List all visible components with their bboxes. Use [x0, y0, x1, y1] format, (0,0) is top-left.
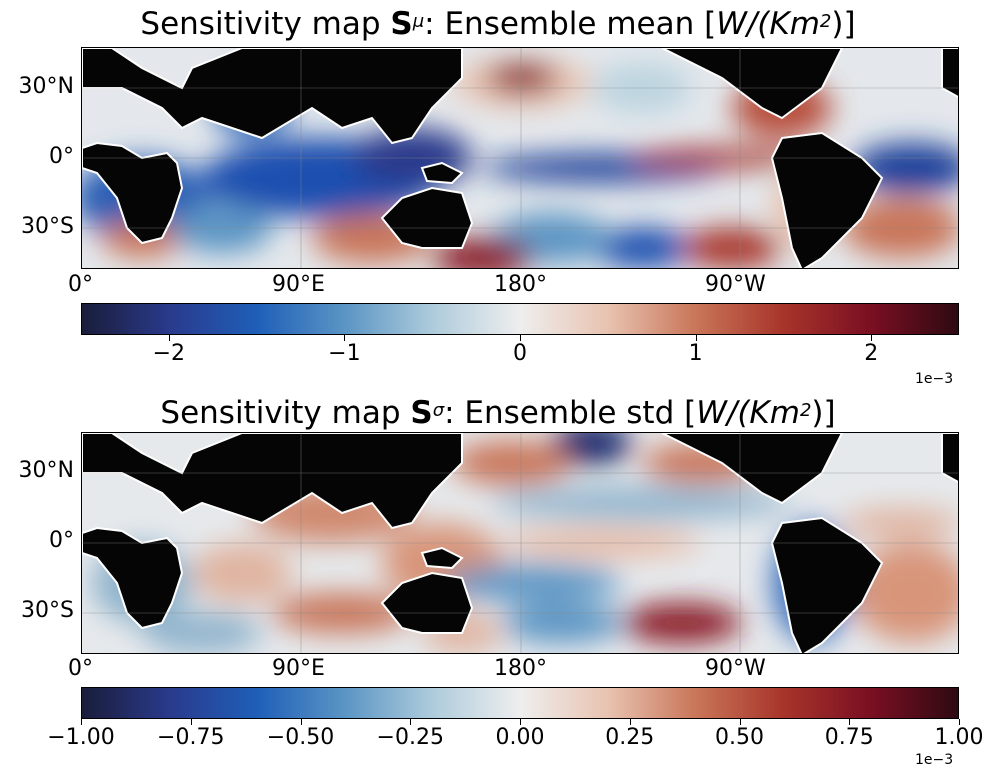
panel1-colorbar-tick-label: −1 [328, 341, 361, 366]
panel1-colorbar-tick-mark [695, 335, 697, 341]
panel2-colorbar-tick-mark [739, 719, 741, 725]
panel2-colorbar-tick-mark [300, 719, 302, 725]
panel2-lon-label-90w: 90°W [705, 656, 766, 681]
panel1-lon-label-0: 0° [68, 272, 93, 297]
panel2-colorbar-tick-label: −0.25 [376, 725, 444, 750]
panel2-colorbar-tick-mark [410, 719, 412, 725]
panel2-colorbar-tick-label: −0.50 [266, 725, 335, 750]
panel2-colorbar-tick-label: −0.75 [157, 725, 225, 750]
panel1-lon-label-90w: 90°W [705, 272, 766, 297]
panel2-title: Sensitivity map Sσ: Ensemble std [W/(Km2… [160, 395, 836, 431]
panel2-lon-label-180: 180° [494, 656, 547, 681]
panel2-colorbar [81, 687, 959, 719]
panel1-colorbar [81, 303, 959, 335]
panel1-map-svg [82, 48, 958, 268]
panel1-lat-label-0: 0° [49, 144, 74, 169]
panel2-colorbar-tick-label: −1.00 [47, 725, 115, 750]
panel2-colorbar-tick-label: 0.00 [495, 725, 545, 750]
panel1-lon-label-90e: 90°E [272, 272, 325, 297]
panel2-colorbar-tick-mark [629, 719, 631, 725]
panel2-colorbar-tick-mark [959, 719, 960, 725]
panel2-lat-label-30n: 30°N [18, 458, 74, 483]
panel1-gridlines [82, 48, 958, 268]
panel2-colorbar-tick-mark [520, 719, 521, 725]
panel2-colorbar-tick-mark [849, 719, 851, 725]
panel2-gridlines [82, 433, 958, 653]
panel2-colorbar-tick-label: 0.75 [824, 725, 874, 750]
panel1-colorbar-tick-mark [871, 335, 873, 341]
panel1-colorbar-tick-mark [520, 335, 521, 341]
panel1-colorbar-tick-label: 0 [513, 341, 527, 366]
panel2-land [82, 433, 958, 653]
panel1-colorbar-tick-label: 1 [688, 341, 703, 366]
panel2-map [81, 432, 959, 654]
panel1-land [82, 48, 958, 268]
panel2-lat-label-0: 0° [49, 528, 74, 553]
panel1-colorbar-multiplier: 1e−3 [915, 371, 954, 387]
panel2-colorbar-multiplier: 1e−3 [915, 752, 954, 768]
panel2-lon-label-90e: 90°E [272, 656, 325, 681]
panel1-colorbar-tick-mark [168, 335, 170, 341]
panel2-colorbar-tick-label: 1.00 [934, 725, 984, 750]
panel1-colorbar-tick-label: 2 [864, 341, 879, 366]
panel1-lat-label-30n: 30°N [18, 74, 74, 99]
panel1-lon-label-180: 180° [494, 272, 547, 297]
panel2-lon-label-0: 0° [68, 656, 93, 681]
panel2-colorbar-tick-label: 0.25 [605, 725, 655, 750]
panel1-lat-label-30s: 30°S [21, 214, 74, 239]
panel2-map-svg [82, 433, 958, 653]
panel1-map [81, 47, 959, 269]
panel2-colorbar-tick-mark [81, 719, 82, 725]
panel2-lat-label-30s: 30°S [21, 598, 74, 623]
panel2-colorbar-tick-label: 0.50 [715, 725, 764, 750]
panel1-colorbar-tick-mark [344, 335, 346, 341]
panel1-title: Sensitivity map Sμ: Ensemble mean [W/(Km… [140, 6, 856, 42]
panel2-colorbar-tick-mark [190, 719, 192, 725]
panel1-colorbar-tick-label: −2 [152, 341, 186, 366]
